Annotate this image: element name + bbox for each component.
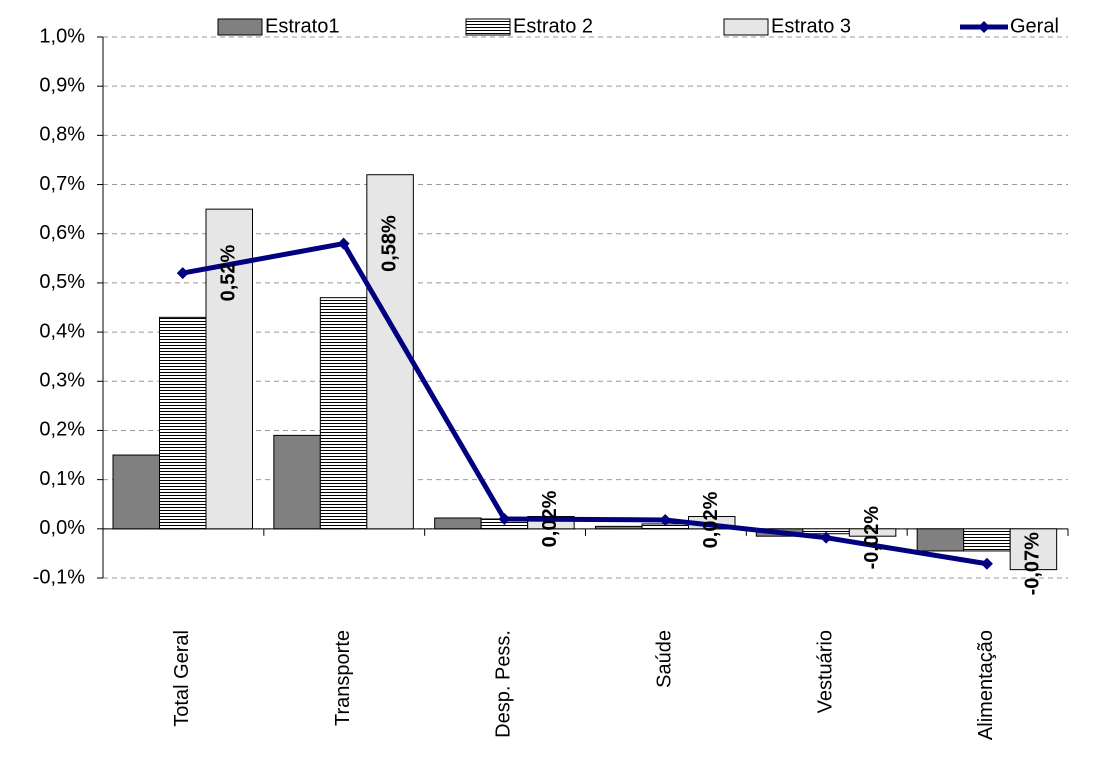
line-marker (659, 513, 672, 526)
y-tick-label: 0,9% (39, 74, 85, 96)
data-label: -0,07% (1022, 532, 1044, 596)
x-tick-label: Alimentação (975, 630, 997, 740)
x-tick-label: Total Geral (171, 630, 193, 727)
legend-label: Geral (1010, 15, 1059, 37)
bar (273, 434, 321, 530)
y-tick-label: 0,3% (39, 370, 85, 392)
line (182, 241, 988, 567)
y-tick-label: -0,1% (33, 566, 85, 588)
data-label: -0,02% (861, 506, 883, 570)
x-tick-label: Transporte (332, 630, 354, 726)
bar (319, 297, 368, 530)
y-tick-label: 0,7% (39, 173, 85, 195)
legend-marker (978, 21, 990, 33)
data-label: 0,58% (378, 215, 400, 272)
legend-label: Estrato 3 (771, 15, 851, 37)
line-marker (980, 557, 993, 570)
bar (112, 454, 160, 530)
legend-label: Estrato1 (265, 15, 339, 37)
data-label: 0,02% (700, 491, 722, 548)
y-tick-label: 0,0% (39, 517, 85, 539)
y-tick-label: 0,1% (39, 468, 85, 490)
line-marker (337, 237, 350, 250)
data-label: 0,02% (539, 490, 561, 547)
line-marker (820, 531, 833, 544)
legend-swatch (217, 18, 263, 36)
bar (848, 528, 897, 537)
data-label: 0,52% (218, 245, 240, 302)
bar (916, 528, 965, 552)
y-tick-label: 0,2% (39, 419, 85, 441)
bar (1009, 528, 1058, 571)
line-marker (498, 512, 511, 525)
y-tick-label: 0,6% (39, 222, 85, 244)
legend-label: Estrato 2 (513, 15, 593, 37)
y-tick-label: 0,8% (39, 124, 85, 146)
legend-swatch (723, 18, 769, 36)
line-marker (176, 267, 189, 280)
y-tick-label: 0,4% (39, 320, 85, 342)
x-tick-label: Saúde (654, 630, 676, 688)
bar (159, 316, 207, 530)
bar (595, 525, 643, 530)
bar (434, 517, 482, 530)
legend-swatch (465, 18, 511, 36)
bar (963, 528, 1011, 552)
y-tick-label: 0,5% (39, 271, 85, 293)
x-tick-label: Desp. Pess. (493, 630, 515, 738)
x-tick-label: Vestuário (814, 630, 836, 713)
y-tick-label: 1,0% (39, 25, 85, 47)
